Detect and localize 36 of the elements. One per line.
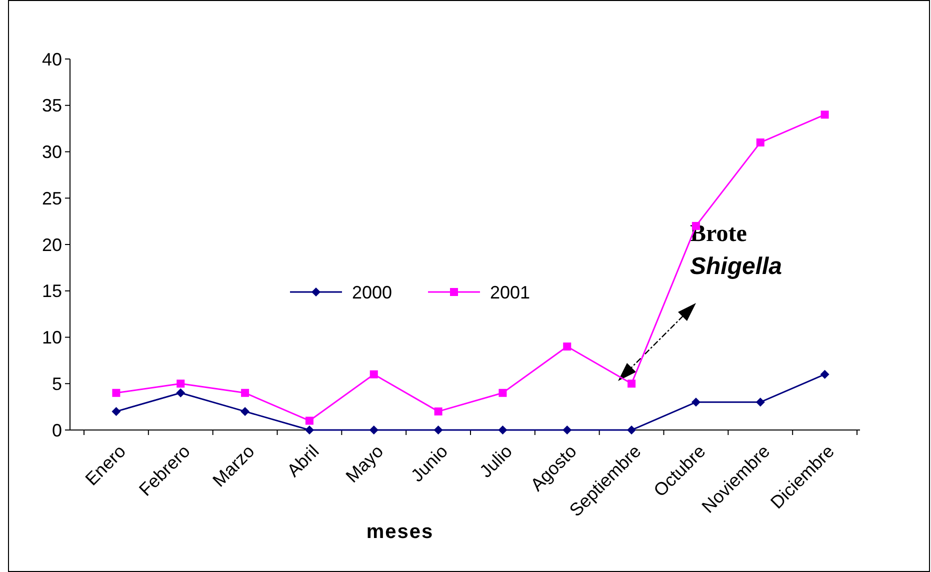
point	[176, 380, 185, 388]
point	[498, 388, 507, 397]
point	[370, 370, 378, 378]
x-tick-label: Julio	[476, 441, 516, 482]
point	[628, 380, 636, 388]
y-tick-label: 10	[42, 328, 62, 348]
point	[112, 406, 121, 416]
y-tick-label: 35	[42, 96, 62, 116]
point	[112, 388, 120, 397]
point	[241, 388, 250, 397]
point	[563, 342, 572, 351]
point	[434, 407, 442, 416]
y-tick-label: 5	[52, 374, 62, 394]
y-tick-label: 20	[42, 234, 62, 255]
point	[627, 426, 636, 434]
legend-label: 2000	[352, 282, 392, 302]
point	[820, 370, 830, 379]
point	[820, 110, 829, 119]
x-axis-title: meses	[366, 521, 434, 543]
point	[369, 426, 378, 434]
y-tick-label: 15	[42, 281, 62, 302]
point	[176, 388, 186, 398]
point	[434, 426, 443, 434]
point	[498, 426, 508, 434]
y-tick-label: 25	[42, 188, 62, 208]
point	[691, 398, 700, 407]
point	[304, 426, 314, 434]
y-tick-label: 40	[42, 49, 62, 70]
point	[756, 138, 764, 146]
point	[240, 406, 250, 416]
point	[305, 416, 314, 425]
point	[562, 426, 572, 434]
point	[756, 398, 765, 407]
y-tick-label: 0	[52, 420, 62, 440]
y-tick-label: 30	[42, 142, 62, 162]
legend-label: 2001	[490, 282, 530, 302]
